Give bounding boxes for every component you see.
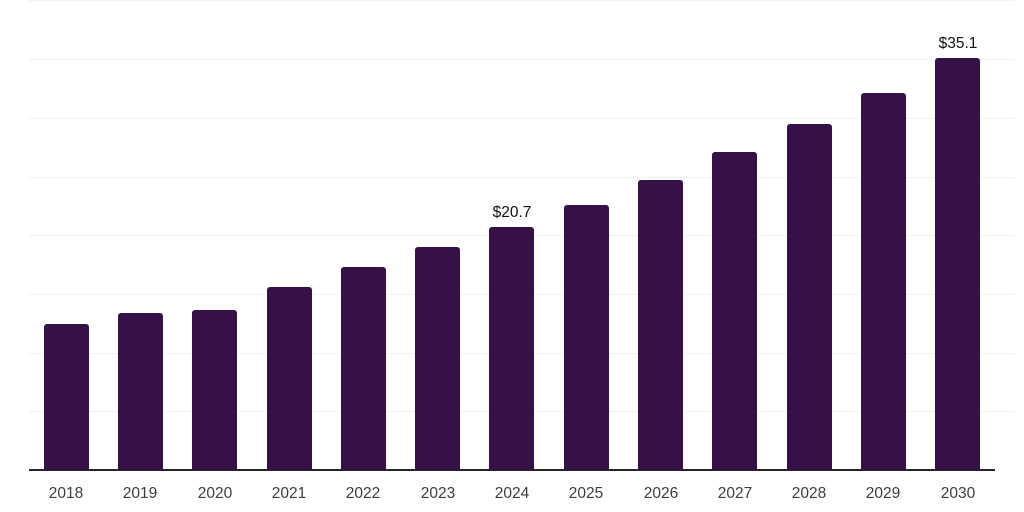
x-tick-label-2024: 2024 xyxy=(494,485,530,502)
x-tick-label-2020: 2020 xyxy=(197,485,233,502)
bar-2026 xyxy=(638,180,683,470)
x-tick-label-2021: 2021 xyxy=(271,485,307,502)
value-label-2030: $35.1 xyxy=(938,35,978,52)
x-axis-line xyxy=(29,469,995,471)
bar-2018 xyxy=(44,324,89,470)
gridline-35 xyxy=(29,59,1014,60)
bar-2024 xyxy=(489,227,534,470)
bar-2029 xyxy=(861,93,906,470)
x-tick-label-2018: 2018 xyxy=(48,485,84,502)
bar-2025 xyxy=(564,205,609,470)
bar-2020 xyxy=(192,310,237,470)
gridline-40 xyxy=(29,0,1014,1)
x-tick-label-2028: 2028 xyxy=(791,485,827,502)
bar-2021 xyxy=(267,287,312,470)
value-label-2024: $20.7 xyxy=(492,204,532,221)
bar-2030 xyxy=(935,58,980,470)
x-tick-label-2023: 2023 xyxy=(420,485,456,502)
bar-2019 xyxy=(118,313,163,470)
x-tick-label-2019: 2019 xyxy=(122,485,158,502)
x-tick-label-2027: 2027 xyxy=(717,485,753,502)
x-tick-label-2029: 2029 xyxy=(865,485,901,502)
bar-2023 xyxy=(415,247,460,470)
bar-2027 xyxy=(712,152,757,470)
bar-2022 xyxy=(341,267,386,470)
x-tick-label-2022: 2022 xyxy=(345,485,381,502)
x-tick-label-2030: 2030 xyxy=(940,485,976,502)
bar-2028 xyxy=(787,124,832,470)
x-tick-label-2026: 2026 xyxy=(643,485,679,502)
x-tick-label-2025: 2025 xyxy=(568,485,604,502)
